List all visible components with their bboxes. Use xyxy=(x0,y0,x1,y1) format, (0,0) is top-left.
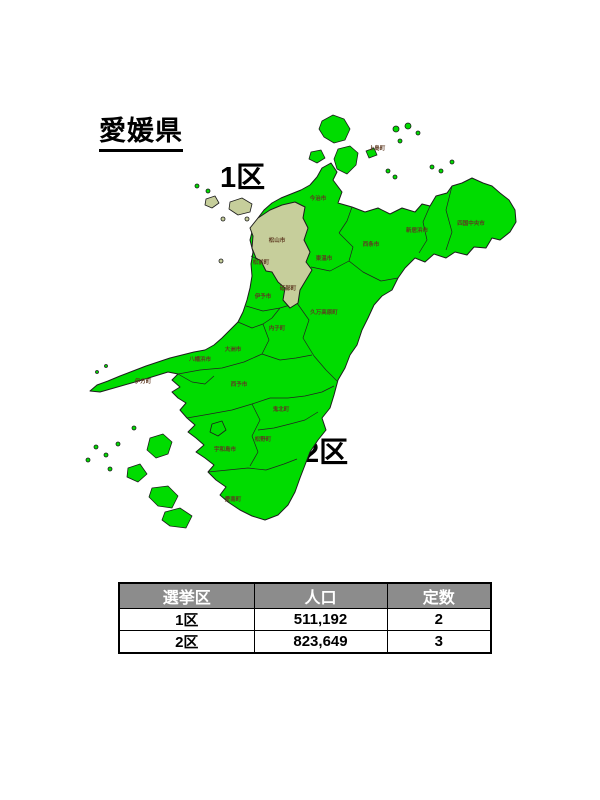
island xyxy=(146,433,173,459)
district-table: 選挙区 人口 定数 1区 511,192 2 2区 823,649 3 xyxy=(118,582,492,654)
district1-region xyxy=(204,195,313,309)
cell-seats: 2 xyxy=(386,608,492,631)
island xyxy=(333,145,359,175)
municipality-label: 新居浜市 xyxy=(406,226,429,234)
island xyxy=(392,125,400,133)
island xyxy=(449,159,455,165)
island xyxy=(392,174,398,180)
island xyxy=(131,425,137,431)
municipality-label: 上島町 xyxy=(369,144,386,152)
header-seats: 定数 xyxy=(386,582,492,609)
municipality-label: 愛南町 xyxy=(225,495,242,503)
municipality-label: 大洲市 xyxy=(225,345,242,353)
header-population: 人口 xyxy=(253,582,388,609)
island xyxy=(95,370,99,374)
municipality-label: 今治市 xyxy=(309,194,327,202)
municipality-label: 久万高原町 xyxy=(310,308,338,316)
island xyxy=(385,168,391,174)
cell-seats: 3 xyxy=(386,630,492,654)
island xyxy=(194,183,200,189)
table-row: 2区 823,649 3 xyxy=(118,630,492,654)
ehime-prefecture-map: 今治市 上島町 西条市 新居浜市 四国中央市 松山市 東温市 松前町 砥部町 伊… xyxy=(85,114,517,529)
island xyxy=(126,463,148,483)
municipality-label: 八幡浜市 xyxy=(188,355,212,363)
cell-district: 1区 xyxy=(118,608,255,631)
district1-island xyxy=(220,216,226,222)
municipality-label: 宇和島市 xyxy=(214,445,237,453)
island xyxy=(115,441,121,447)
matsuyama-city-region xyxy=(249,201,313,309)
municipality-label: 四国中央市 xyxy=(457,219,485,227)
island xyxy=(104,364,108,368)
district1-island xyxy=(218,258,224,264)
municipality-label: 伊方町 xyxy=(134,377,152,385)
island xyxy=(148,485,179,509)
island xyxy=(397,138,403,144)
page-title: 愛媛県 xyxy=(99,109,183,152)
island xyxy=(438,168,444,174)
island xyxy=(107,466,113,472)
island xyxy=(318,114,351,144)
district-1-label: 1区 xyxy=(220,162,266,194)
cell-population: 511,192 xyxy=(253,608,388,631)
island xyxy=(93,444,99,450)
municipality-label: 鬼北町 xyxy=(273,405,290,413)
island xyxy=(85,457,91,463)
municipality-label: 内子町 xyxy=(269,324,286,332)
island xyxy=(415,130,421,136)
table-header-row: 選挙区 人口 定数 xyxy=(118,582,492,609)
island xyxy=(209,420,227,437)
island xyxy=(404,122,412,130)
municipality-label: 松山市 xyxy=(269,236,286,244)
island xyxy=(161,507,193,529)
district1-island xyxy=(228,197,253,216)
district1-island xyxy=(204,195,220,209)
cell-district: 2区 xyxy=(118,630,255,654)
island xyxy=(365,147,378,159)
header-district: 選挙区 xyxy=(118,582,255,609)
island xyxy=(103,452,109,458)
island xyxy=(429,164,435,170)
municipality-label: 西条市 xyxy=(363,240,380,248)
island xyxy=(308,149,326,164)
district2-islands xyxy=(85,114,455,529)
municipality-label: 松野町 xyxy=(255,435,272,443)
municipality-label: 松前町 xyxy=(253,258,270,266)
municipality-label: 西予市 xyxy=(231,380,248,388)
table-row: 1区 511,192 2 xyxy=(118,608,492,631)
prefecture-mainland xyxy=(89,162,517,521)
municipality-label: 砥部町 xyxy=(280,284,297,292)
cell-population: 823,649 xyxy=(253,630,388,654)
municipality-label: 伊予市 xyxy=(254,292,272,300)
district1-island xyxy=(244,216,250,222)
island xyxy=(205,188,211,194)
municipality-label: 東温市 xyxy=(316,254,333,262)
